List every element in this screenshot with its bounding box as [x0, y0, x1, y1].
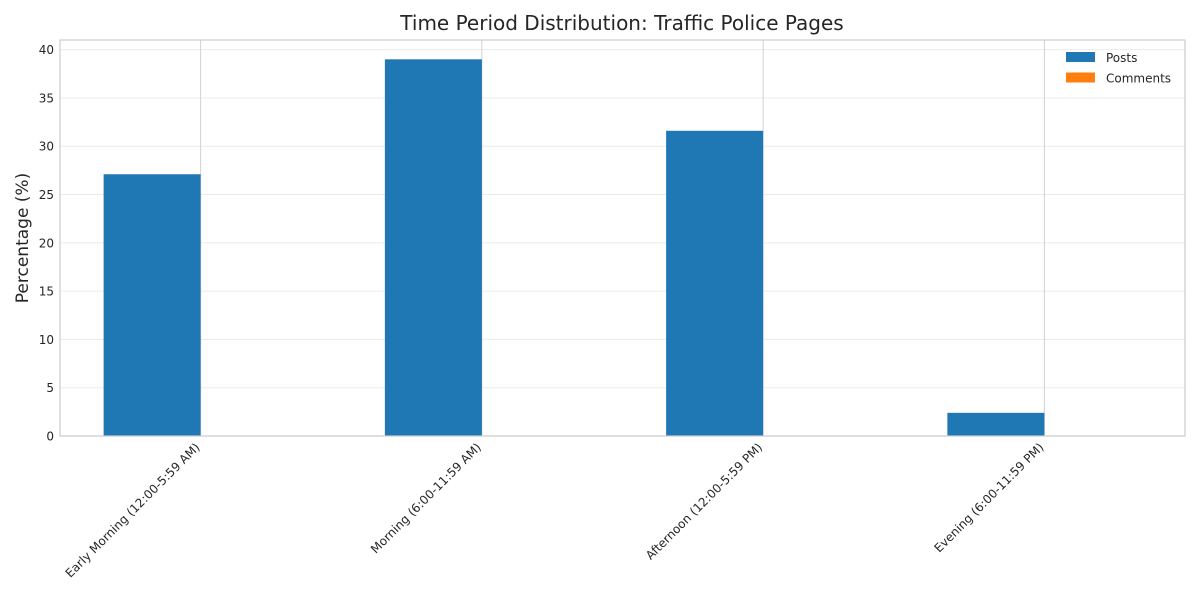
x-tick-label: Early Morning (12:00-5:59 AM) — [63, 440, 203, 580]
y-tick-label: 10 — [39, 333, 54, 347]
legend: Posts Comments — [1066, 51, 1171, 86]
y-tick-label: 40 — [39, 43, 54, 57]
y-tick-label: 15 — [39, 285, 54, 299]
legend-label-comments: Comments — [1106, 72, 1171, 86]
bar-posts — [947, 412, 1045, 436]
x-tick-label: Evening (6:00-11:59 PM) — [931, 440, 1046, 555]
y-tick-label: 35 — [39, 91, 54, 105]
bars-layer — [103, 59, 1045, 437]
x-tick-label: Morning (6:00-11:59 AM) — [368, 440, 484, 556]
y-tick-label: 0 — [46, 430, 54, 444]
legend-swatch-comments — [1066, 72, 1095, 83]
plot-frame — [59, 39, 1186, 437]
grid-layer — [60, 40, 1185, 437]
y-axis-label: Percentage (%) — [13, 173, 33, 303]
bar-posts — [384, 59, 482, 436]
bar-posts — [666, 130, 764, 437]
axes-layer: 0 5 10 15 20 25 30 35 40 Early Morning (12:00-5:5… — [39, 39, 1186, 580]
x-tick-label: Afternoon (12:00-5:59 PM) — [643, 440, 765, 562]
y-tick-label: 25 — [39, 188, 54, 202]
bar-posts — [103, 174, 201, 436]
y-tick-label: 5 — [46, 381, 54, 395]
y-tick-label: 30 — [39, 140, 54, 154]
chart-title: Time Period Distribution: Traffic Police… — [399, 11, 843, 35]
y-tick-label: 20 — [39, 236, 54, 250]
legend-swatch-posts — [1066, 52, 1095, 62]
legend-label-posts: Posts — [1106, 51, 1137, 65]
